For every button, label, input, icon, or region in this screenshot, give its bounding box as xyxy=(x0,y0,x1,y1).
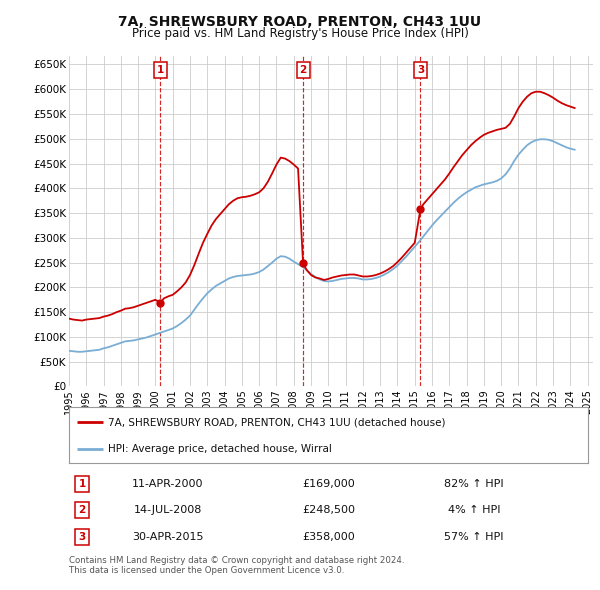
Text: 11-APR-2000: 11-APR-2000 xyxy=(132,479,203,489)
Text: £248,500: £248,500 xyxy=(302,506,355,515)
Text: 14-JUL-2008: 14-JUL-2008 xyxy=(133,506,202,515)
Text: 3: 3 xyxy=(417,65,424,76)
Text: 7A, SHREWSBURY ROAD, PRENTON, CH43 1UU: 7A, SHREWSBURY ROAD, PRENTON, CH43 1UU xyxy=(118,15,482,29)
Text: £358,000: £358,000 xyxy=(302,532,355,542)
Text: 4% ↑ HPI: 4% ↑ HPI xyxy=(448,506,500,515)
Text: 3: 3 xyxy=(79,532,86,542)
Text: HPI: Average price, detached house, Wirral: HPI: Average price, detached house, Wirr… xyxy=(108,444,332,454)
Text: 82% ↑ HPI: 82% ↑ HPI xyxy=(444,479,503,489)
Text: £169,000: £169,000 xyxy=(302,479,355,489)
Text: 57% ↑ HPI: 57% ↑ HPI xyxy=(444,532,503,542)
Text: 7A, SHREWSBURY ROAD, PRENTON, CH43 1UU (detached house): 7A, SHREWSBURY ROAD, PRENTON, CH43 1UU (… xyxy=(108,417,445,427)
Text: 1: 1 xyxy=(79,479,86,489)
Text: 2: 2 xyxy=(299,65,307,76)
Text: 2: 2 xyxy=(79,506,86,515)
Text: Contains HM Land Registry data © Crown copyright and database right 2024.
This d: Contains HM Land Registry data © Crown c… xyxy=(69,556,404,575)
Text: 30-APR-2015: 30-APR-2015 xyxy=(132,532,203,542)
Text: Price paid vs. HM Land Registry's House Price Index (HPI): Price paid vs. HM Land Registry's House … xyxy=(131,27,469,40)
Text: 1: 1 xyxy=(157,65,164,76)
